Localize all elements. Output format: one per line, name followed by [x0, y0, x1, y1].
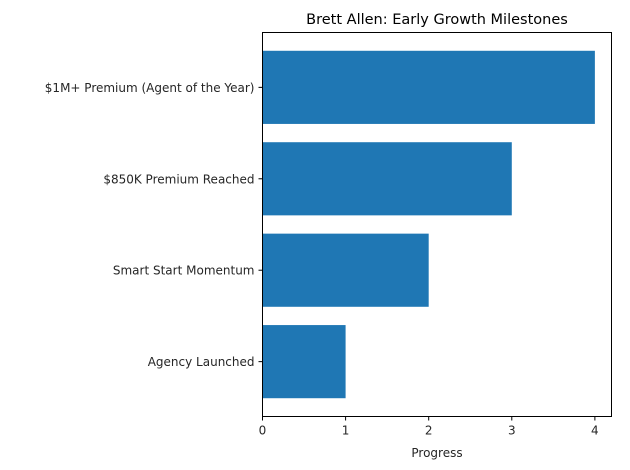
x-tick-label: 1 [342, 424, 350, 438]
x-tick-label: 3 [508, 424, 516, 438]
y-tick-label: Smart Start Momentum [113, 264, 255, 278]
bars [262, 50, 595, 399]
x-tick-label: 4 [591, 424, 599, 438]
y-axis: Agency Launched Smart Start Momentum $850K… [45, 81, 263, 369]
y-tick-label: Agency Launched [148, 355, 255, 369]
y-tick-label: $850K Premium Reached [103, 172, 254, 186]
bar [262, 50, 595, 124]
bar [262, 142, 512, 216]
x-axis: 0 1 2 3 4 [259, 416, 599, 438]
chart-title: Brett Allen: Early Growth Milestones [306, 12, 568, 28]
x-tick-label: 0 [259, 424, 267, 438]
x-tick-label: 2 [425, 424, 433, 438]
bar [262, 325, 346, 399]
x-axis-label: Progress [411, 446, 462, 460]
bar [262, 233, 429, 307]
plot-frame [262, 32, 612, 417]
y-tick-label: $1M+ Premium (Agent of the Year) [45, 81, 255, 95]
